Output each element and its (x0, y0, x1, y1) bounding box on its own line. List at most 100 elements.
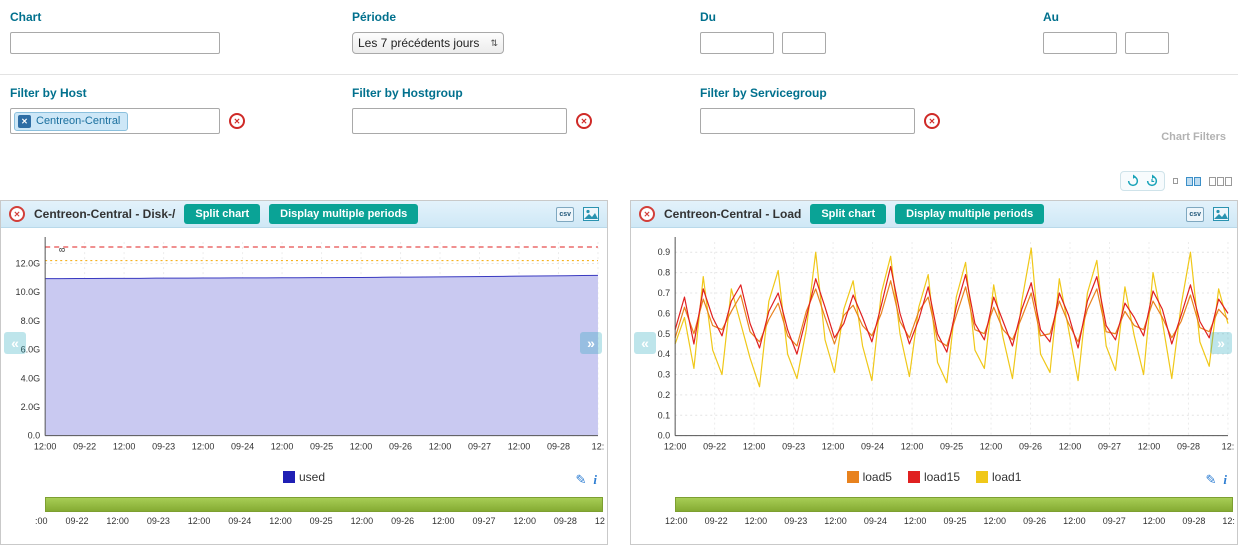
scroll-left-button[interactable]: « (634, 332, 656, 355)
svg-text:6.0G: 6.0G (21, 345, 41, 355)
timeline-bar[interactable] (675, 496, 1233, 512)
legend-swatch-icon (846, 470, 859, 483)
timeline-label: 12:00 (1142, 515, 1166, 526)
timeline-label: 09-28 (1182, 515, 1206, 526)
svg-text:0.0: 0.0 (28, 431, 41, 441)
timeline-label: 09-25 (309, 515, 333, 526)
chart-filter-input[interactable] (10, 32, 220, 54)
refresh-icon[interactable] (1126, 174, 1140, 188)
svg-text:8.0G: 8.0G (21, 316, 41, 326)
svg-text:12:: 12: (592, 442, 605, 452)
export-image-icon[interactable] (1213, 207, 1229, 221)
filter-row-1: Chart Période Les 7 précédents jours ⇅ D… (0, 0, 1238, 75)
svg-text:0.4: 0.4 (658, 349, 671, 359)
au-time-input[interactable] (1125, 32, 1169, 54)
layout-two-columns-icon[interactable] (1186, 176, 1201, 186)
edit-chart-icon[interactable]: ✎ (575, 471, 587, 487)
chart-title: Centreon-Central - Disk-/ (34, 207, 176, 221)
svg-text:0.8: 0.8 (658, 268, 671, 278)
clear-host-filter-icon[interactable]: ✕ (229, 113, 245, 129)
chart-panel-load: ✕ Centreon-Central - Load Split chart Di… (630, 200, 1238, 545)
svg-text:12:00: 12:00 (271, 442, 294, 452)
timeline-label: 12:00 (269, 515, 292, 526)
legend-swatch-icon (976, 470, 989, 483)
timeline-label: 12:00 (824, 515, 847, 526)
chart-info-icon[interactable]: i (593, 471, 597, 487)
timeline: :00 09-22 12:00 09-23 12:00 09-24 12:00 09-25 12… (3, 496, 605, 526)
chart-panels: ✕ Centreon-Central - Disk-/ Split chart … (0, 200, 1238, 545)
edit-chart-icon[interactable]: ✎ (1205, 471, 1217, 487)
svg-text:12:00: 12:00 (1138, 442, 1161, 452)
chart-actions: ✎ i (1205, 473, 1227, 486)
au-label: Au (1043, 10, 1059, 24)
svg-text:12:00: 12:00 (192, 442, 215, 452)
chart-legend: used (282, 470, 325, 484)
periode-filter-group: Période Les 7 précédents jours ⇅ (352, 10, 504, 54)
split-chart-button[interactable]: Split chart (810, 204, 887, 224)
du-time-input[interactable] (782, 32, 826, 54)
chart-area: 12:00 09-22 12:00 09-23 12:00 09-24 12:00 09-25… (1, 228, 607, 465)
periode-select[interactable]: Les 7 précédents jours ⇅ (352, 32, 504, 54)
svg-text:0.7: 0.7 (658, 288, 671, 298)
hostgroup-filter-group: Filter by Hostgroup ✕ (352, 86, 592, 134)
close-chart-icon[interactable]: ✕ (639, 206, 655, 222)
auto-refresh-icon[interactable] (1145, 174, 1159, 188)
timeline-label: 09-23 (784, 515, 808, 526)
svg-text:0.6: 0.6 (658, 308, 671, 318)
timeline-label: 12:00 (432, 515, 455, 526)
du-label: Du (700, 10, 716, 24)
host-chip-label: Centreon-Central (36, 115, 121, 127)
split-chart-button[interactable]: Split chart (184, 204, 261, 224)
clear-servicegroup-filter-icon[interactable]: ✕ (924, 113, 940, 129)
layout-single-icon[interactable] (1173, 178, 1178, 184)
periode-selected-value: Les 7 précédents jours (358, 36, 480, 50)
chart-legend: load5 load15 load1 (846, 470, 1021, 484)
timeline-bar[interactable] (45, 496, 603, 512)
svg-text:12:00: 12:00 (743, 442, 766, 452)
scroll-right-button[interactable]: » (580, 332, 602, 355)
select-arrows-icon: ⇅ (490, 37, 498, 48)
svg-text:09-28: 09-28 (547, 442, 570, 452)
svg-text:0.3: 0.3 (658, 370, 671, 380)
close-chart-icon[interactable]: ✕ (9, 206, 25, 222)
au-date-input[interactable] (1043, 32, 1117, 54)
svg-text:12:00: 12:00 (429, 442, 452, 452)
legend-item[interactable]: used (282, 470, 325, 484)
timeline-label: :00 (35, 515, 48, 526)
chart-info-icon[interactable]: i (1223, 471, 1227, 487)
timeline-label: 09-24 (228, 515, 252, 526)
timeline-label: 09-22 (65, 515, 89, 526)
hostgroup-filter-input[interactable] (352, 108, 567, 134)
host-filter-input[interactable]: ✕ Centreon-Central (10, 108, 220, 134)
timeline-labels: 12:00 09-22 12:00 09-23 12:00 09-24 12:00 09-25… (665, 516, 1235, 526)
svg-text:12:00: 12:00 (508, 442, 531, 452)
remove-host-chip-icon[interactable]: ✕ (18, 114, 31, 128)
disk-chart: 12:00 09-22 12:00 09-23 12:00 09-24 12:00 09-25… (16, 237, 605, 452)
legend-row: used ✎ i (1, 465, 607, 489)
servicegroup-filter-label: Filter by Servicegroup (700, 86, 827, 100)
export-csv-icon[interactable]: csv (556, 206, 574, 222)
display-multiple-periods-button[interactable]: Display multiple periods (895, 204, 1045, 224)
timeline-label: 12:00 (744, 515, 768, 526)
scroll-right-button[interactable]: » (1210, 332, 1232, 355)
svg-text:09-25: 09-25 (310, 442, 333, 452)
svg-text:0.5: 0.5 (658, 329, 671, 339)
legend-item[interactable]: load15 (907, 470, 960, 484)
legend-item[interactable]: load1 (976, 470, 1021, 484)
host-filter-group: Filter by Host ✕ Centreon-Central ✕ (10, 86, 245, 134)
clear-hostgroup-filter-icon[interactable]: ✕ (576, 113, 592, 129)
scroll-left-button[interactable]: « (4, 332, 26, 355)
export-csv-icon[interactable]: csv (1186, 206, 1204, 222)
display-multiple-periods-button[interactable]: Display multiple periods (269, 204, 419, 224)
layout-three-columns-icon[interactable] (1209, 176, 1232, 186)
legend-item[interactable]: load5 (846, 470, 892, 484)
export-image-icon[interactable] (583, 207, 599, 221)
timeline-label: 09-27 (1102, 515, 1126, 526)
filter-row-2: Filter by Host ✕ Centreon-Central ✕ Filt… (0, 76, 1238, 148)
timeline-label: 09-23 (146, 515, 170, 526)
svg-text:09-24: 09-24 (231, 442, 254, 452)
servicegroup-filter-input[interactable] (700, 108, 915, 134)
timeline-label: 09-26 (1023, 515, 1047, 526)
svg-text:0.0: 0.0 (658, 431, 671, 441)
du-date-input[interactable] (700, 32, 774, 54)
